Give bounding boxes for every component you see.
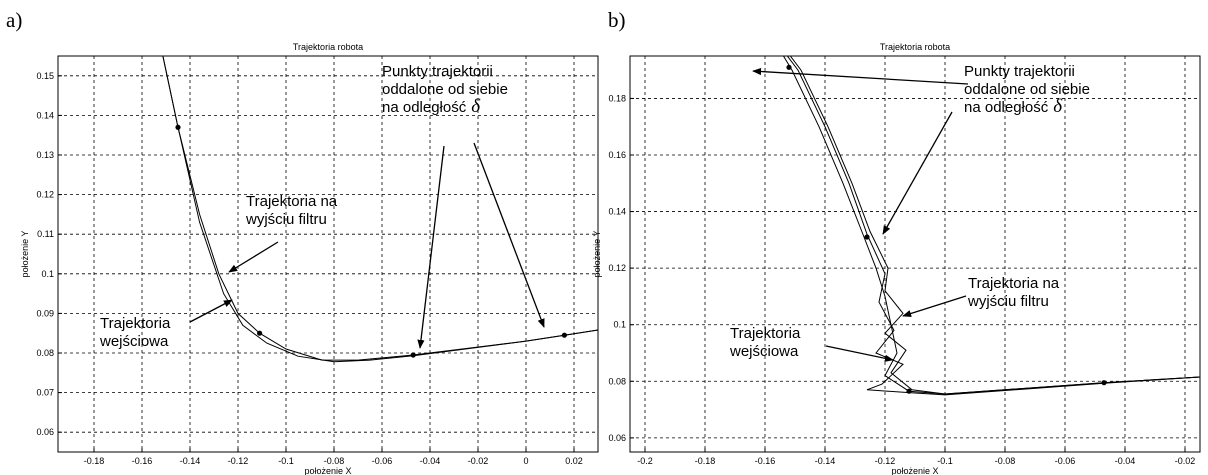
b-annotation-1-line-0: Trajektoria na: [968, 275, 1060, 292]
a-arrow-points-left: [417, 145, 445, 349]
b-xtick-label-6: -0.08: [995, 456, 1016, 466]
a-xlabel: położenie X: [304, 466, 351, 475]
a-trajectory-point-3: [561, 332, 568, 338]
a-annotation-1: Trajektoria na wyjściu filtru: [245, 193, 338, 228]
a-xtick-label-4: -0.1: [278, 456, 294, 466]
a-trajectory-point-1: [257, 330, 263, 336]
a-xtick-label-2: -0.14: [180, 456, 201, 466]
b-ytick-label-0: 0.06: [608, 433, 626, 443]
a-ytick-label-0: 0.06: [36, 427, 54, 437]
a-xtick-label-0: -0.18: [84, 456, 105, 466]
b-xtick-label-2: -0.16: [755, 456, 776, 466]
a-ytick-label-6: 0.12: [36, 190, 54, 200]
b-annotation-2-line-1: wejściowa: [729, 343, 799, 360]
annotations-a: Punkty trajektorii oddalone od siebie na o…: [99, 63, 545, 350]
a-xtick-label-5: -0.08: [324, 456, 345, 466]
a-title: Trajektoria robota: [293, 42, 363, 52]
a-plot-area: [57, 55, 599, 453]
a-annotation-2-line-1: wejściowa: [99, 333, 169, 350]
b-arrow-filter-output: [902, 295, 967, 317]
a-annotation-0-line-0: Punkty trajektorii: [382, 63, 493, 80]
b-trajectory-point-2: [906, 388, 912, 394]
b-arrow-points-middle: [882, 111, 953, 235]
chart-a: Trajektoria robota -0.18 -0.16 -0.14 -0.12 -0…: [20, 42, 599, 475]
a-xtick-label-6: -0.06: [372, 456, 393, 466]
a-trajectory-point-0: [175, 124, 181, 130]
a-xtick-label-10: 0.02: [565, 456, 583, 466]
b-xtick-label-5: -0.1: [937, 456, 953, 466]
b-xlabel: położenie X: [891, 466, 938, 475]
a-annotation-0: Punkty trajektorii oddalone od siebie na o…: [382, 63, 508, 117]
b-xtick-label-0: -0.2: [637, 456, 653, 466]
b-arrow-points-top: [752, 67, 969, 85]
b-trajectory-point-0: [786, 64, 792, 70]
b-annotation-2: Trajektoria wejściowa: [729, 325, 801, 360]
b-xtick-label-7: -0.06: [1055, 456, 1076, 466]
b-annotation-1-line-1: wyjściu filtru: [967, 293, 1049, 310]
a-ylabel: położenie Y: [20, 231, 30, 278]
a-series-group: [162, 56, 598, 363]
chart-b: Trajektoria robota -0.2 -0.18 -0.16 -0.14 -0.…: [592, 42, 1201, 475]
a-ytick-label-3: 0.09: [36, 308, 54, 318]
a-annotation-0-symbol: δ: [471, 96, 481, 117]
b-annotation-0-line-1: oddalone od siebie: [964, 81, 1090, 98]
b-ytick-label-5: 0.16: [608, 150, 626, 160]
a-annotation-1-line-0: Trajektoria na: [246, 193, 338, 210]
b-xtick-label-9: -0.02: [1175, 456, 1196, 466]
b-annotation-2-line-0: Trajektoria: [730, 325, 801, 342]
a-ytick-label-1: 0.07: [36, 388, 54, 398]
b-series-line-1: [786, 56, 1200, 396]
a-xtick-label-7: -0.04: [420, 456, 441, 466]
a-ytick-label-4: 0.1: [41, 269, 54, 279]
b-ylabel: położenie Y: [592, 231, 602, 278]
b-xtick-label-8: -0.04: [1115, 456, 1136, 466]
b-title: Trajektoria robota: [880, 42, 950, 52]
a-ytick-label-2: 0.08: [36, 348, 54, 358]
b-arrow-input-trajectory: [825, 345, 894, 362]
a-xtick-label-1: -0.16: [132, 456, 153, 466]
b-annotation-1: Trajektoria na wyjściu filtru: [967, 275, 1060, 310]
a-arrow-points-right: [473, 142, 545, 328]
b-xtick-label-4: -0.12: [875, 456, 896, 466]
a-annotation-2: Trajektoria wejściowa: [99, 315, 171, 350]
b-ytick-label-4: 0.14: [608, 207, 626, 217]
a-xtick-label-3: -0.12: [228, 456, 249, 466]
b-annotation-0-line-2: na odległość: [964, 99, 1049, 116]
b-ytick-label-6: 0.18: [608, 93, 626, 103]
b-xtick-label-1: -0.18: [695, 456, 716, 466]
a-ytick-label-8: 0.14: [36, 110, 54, 120]
panel-label-a: a): [6, 8, 23, 32]
b-trajectory-point-1: [864, 234, 870, 240]
b-annotation-0: Punkty trajektorii oddalone od siebie na o…: [964, 63, 1090, 117]
a-annotation-2-line-0: Trajektoria: [100, 315, 171, 332]
a-annotation-0-line-1: oddalone od siebie: [382, 81, 508, 98]
a-trajectory-point-2: [410, 352, 416, 358]
a-ytick-label-5: 0.11: [37, 229, 54, 239]
a-arrow-input-trajectory: [189, 299, 233, 323]
annotations-b: Punkty trajektorii oddalone od siebie na o…: [729, 63, 1090, 362]
b-ytick-label-2: 0.1: [613, 320, 626, 330]
b-ytick-label-1: 0.08: [608, 376, 626, 386]
panel-label-b: b): [608, 8, 626, 32]
b-annotation-0-symbol: δ: [1053, 96, 1063, 117]
b-xtick-label-3: -0.14: [815, 456, 836, 466]
b-annotation-0-line-0: Punkty trajektorii: [964, 63, 1075, 80]
b-plot-area: [629, 55, 1201, 453]
b-ytick-label-3: 0.12: [608, 263, 626, 273]
a-xtick-label-8: -0.02: [468, 456, 489, 466]
a-annotation-0-line-2: na odległość: [382, 99, 467, 116]
a-ytick-label-9: 0.15: [36, 71, 54, 81]
a-annotation-1-line-1: wyjściu filtru: [245, 211, 327, 228]
a-arrow-filter-output: [228, 241, 279, 273]
a-xtick-label-9: 0: [523, 456, 528, 466]
a-series-line-1: [162, 56, 598, 363]
a-ytick-label-7: 0.13: [36, 150, 54, 160]
b-trajectory-point-3: [1101, 380, 1107, 386]
